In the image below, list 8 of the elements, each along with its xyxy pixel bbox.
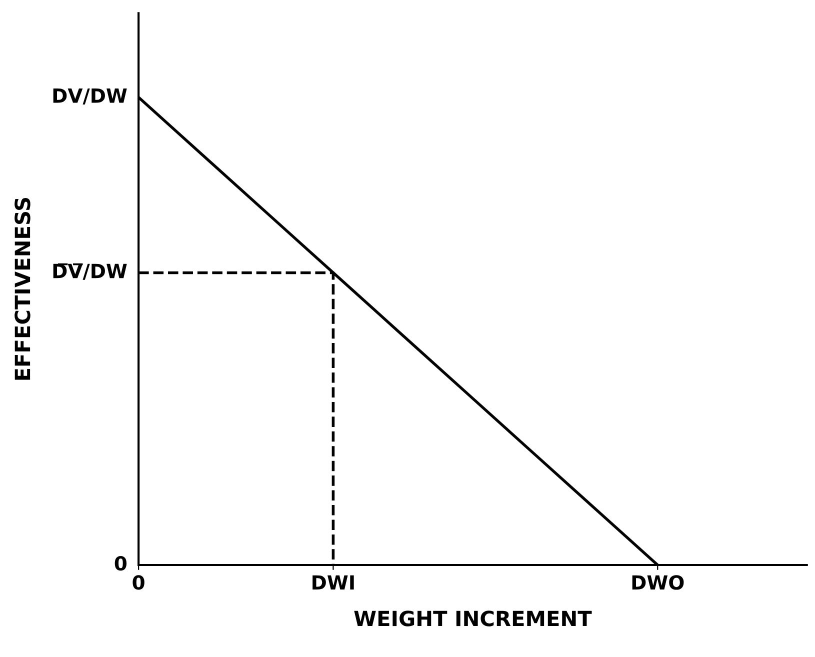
- x-tick-label: 0: [132, 575, 144, 590]
- text: 0: [114, 556, 127, 571]
- x-tick-label: DWO: [632, 575, 684, 590]
- text: D̅V̅/DW: [53, 263, 127, 280]
- x-tick-label: DWI: [312, 575, 354, 590]
- y-axis-title: EFFECTIVENESS: [14, 198, 30, 380]
- x-axis-title: WEIGHT INCREMENT: [354, 610, 592, 626]
- text: DV/DW: [53, 88, 127, 104]
